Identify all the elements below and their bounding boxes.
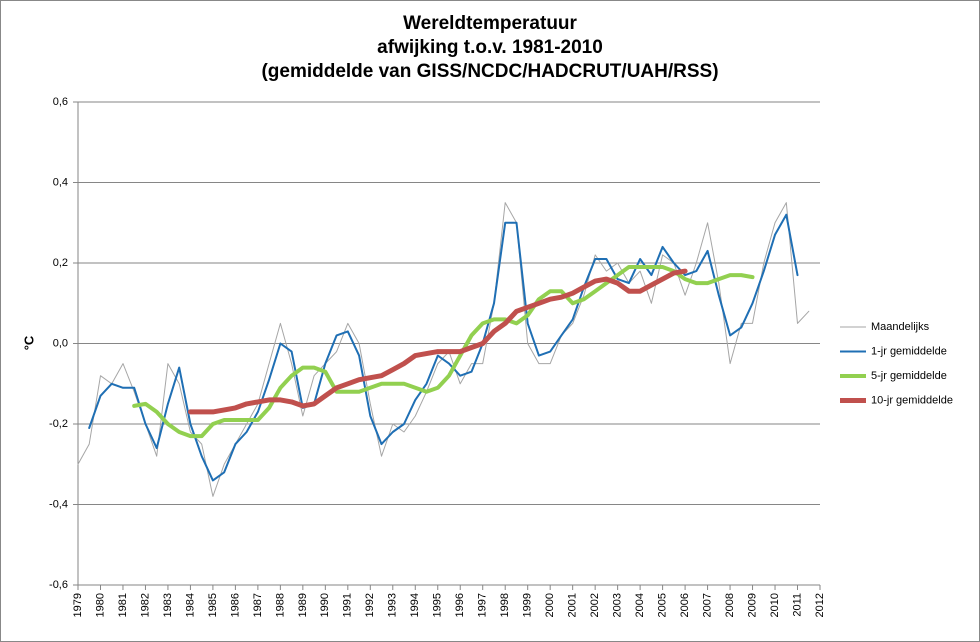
x-tick-label: 1990	[319, 593, 331, 617]
y-tick-label: -0,6	[49, 579, 68, 591]
y-tick-label: -0,4	[49, 498, 68, 510]
x-tick-label: 2009	[746, 593, 758, 617]
x-tick-label: 1985	[207, 593, 219, 617]
x-tick-label: 2010	[769, 593, 781, 617]
x-tick-label: 1981	[117, 593, 129, 617]
chart-title: afwijking t.o.v. 1981-2010	[377, 37, 603, 58]
y-axis-label: °C	[21, 335, 36, 350]
x-tick-label: 1991	[342, 593, 354, 617]
x-tick-label: 2001	[567, 593, 579, 617]
y-tick-label: 0,2	[53, 257, 68, 269]
x-tick-label: 1996	[454, 593, 466, 617]
x-tick-label: 1987	[252, 593, 264, 617]
x-tick-label: 1998	[499, 593, 511, 617]
y-tick-label: 0,4	[53, 176, 68, 188]
x-tick-label: 1994	[409, 593, 421, 617]
x-tick-label: 1980	[94, 593, 106, 617]
x-tick-label: 1992	[364, 593, 376, 617]
legend-label: Maandelijks	[871, 321, 930, 333]
data-line	[88, 213, 799, 482]
data-line	[77, 202, 810, 497]
x-tick-label: 1997	[477, 593, 489, 617]
y-tick-label: 0,6	[53, 96, 68, 108]
legend-label: 5-jr gemiddelde	[871, 370, 947, 382]
x-tick-label: 1983	[162, 593, 174, 617]
x-tick-label: 1984	[184, 593, 196, 617]
legend-label: 10-jr gemiddelde	[871, 394, 953, 406]
data-line	[132, 265, 755, 439]
y-tick-label: -0,2	[49, 418, 68, 430]
x-tick-label: 1993	[387, 593, 399, 617]
x-tick-label: 1979	[72, 593, 84, 617]
chart-title: (gemiddelde van GISS/NCDC/HADCRUT/UAH/RS…	[261, 61, 718, 82]
x-tick-label: 2002	[589, 593, 601, 617]
x-tick-label: 2003	[612, 593, 624, 617]
x-tick-label: 1986	[229, 593, 241, 617]
x-tick-label: 2012	[814, 593, 826, 617]
x-tick-label: 2011	[791, 593, 803, 617]
data-line	[187, 268, 688, 415]
x-tick-label: 2006	[679, 593, 691, 617]
x-tick-label: 1999	[522, 593, 534, 617]
x-tick-label: 1995	[432, 593, 444, 617]
x-tick-label: 2008	[724, 593, 736, 617]
legend-label: 1-jr gemiddelde	[871, 345, 947, 357]
chart-title: Wereldtemperatuur	[403, 13, 577, 34]
x-tick-label: 2005	[657, 593, 669, 617]
x-tick-label: 1988	[274, 593, 286, 617]
x-tick-label: 1982	[139, 593, 151, 617]
x-tick-label: 2007	[701, 593, 713, 617]
x-tick-label: 2004	[634, 593, 646, 617]
y-tick-label: 0,0	[53, 337, 68, 349]
x-tick-label: 1989	[297, 593, 309, 617]
x-tick-label: 2000	[544, 593, 556, 617]
